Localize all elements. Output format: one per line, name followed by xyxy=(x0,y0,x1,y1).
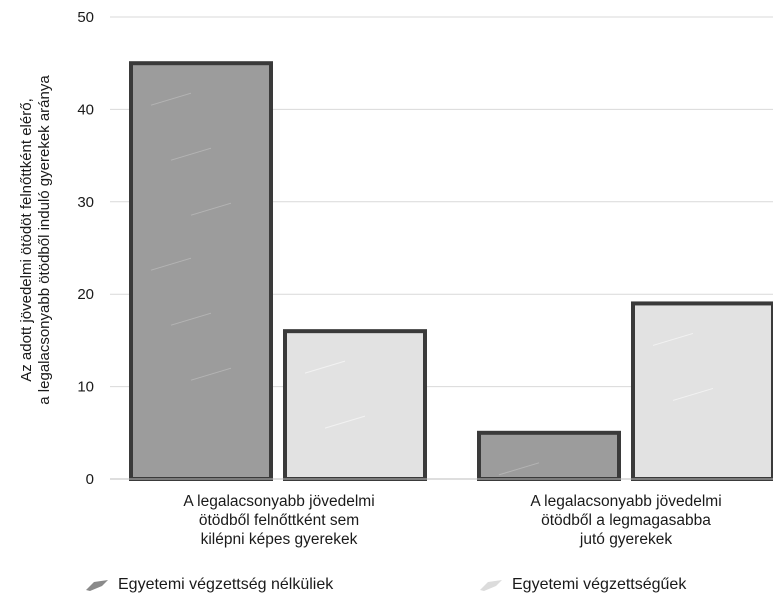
legend-label-series-2: Egyetemi végzettségűek xyxy=(512,576,687,593)
category-label-1: A legalacsonyabb jövedelmi ötödből felnő… xyxy=(183,493,375,548)
legend-item-series-2: Egyetemi végzettségűek xyxy=(478,576,686,594)
bar-texture-streak xyxy=(324,415,366,429)
legend-item-series-1: Egyetemi végzettség nélküliek xyxy=(84,576,333,594)
category-label-2: A legalacsonyabb jövedelmi ötödből a leg… xyxy=(530,493,722,548)
y-tick-label: 50 xyxy=(77,9,94,26)
legend-label-series-1: Egyetemi végzettség nélküliek xyxy=(118,576,334,593)
legend-swatch-dark-brush-icon xyxy=(86,579,108,591)
bar-texture-streak xyxy=(190,367,232,381)
bar-series-1-category-2 xyxy=(477,430,621,481)
bar-texture-streak xyxy=(498,462,540,476)
y-tick-label: 30 xyxy=(77,194,94,211)
bar-texture-streak xyxy=(672,387,714,401)
bars xyxy=(129,61,773,481)
legend-swatch-light-brush-icon xyxy=(480,579,502,591)
bar-texture-streak xyxy=(190,202,232,216)
y-axis-title-line-1: Az adott jövedelmi ötödöt felnőttként el… xyxy=(18,98,35,382)
bar-texture-streak xyxy=(170,147,212,161)
y-tick-labels: 0 10 20 30 40 50 xyxy=(77,9,94,488)
bar-texture-streak xyxy=(170,312,212,326)
y-axis-title: Az adott jövedelmi ötödöt felnőttként el… xyxy=(8,30,68,450)
bar-texture-streak xyxy=(304,360,346,374)
bar-texture-streak xyxy=(150,257,192,271)
bar-texture-streak xyxy=(652,332,694,346)
bar-texture-streak xyxy=(150,92,192,106)
bar-series-1-category-1 xyxy=(129,61,273,481)
bar-series-2-category-1 xyxy=(283,329,427,481)
y-tick-label: 0 xyxy=(86,471,94,488)
y-axis-title-line-2: a legalacsonyabb ötödből induló gyerekek… xyxy=(36,75,53,405)
y-tick-label: 40 xyxy=(77,101,94,118)
y-tick-label: 20 xyxy=(77,286,94,303)
y-tick-label: 10 xyxy=(77,379,94,396)
